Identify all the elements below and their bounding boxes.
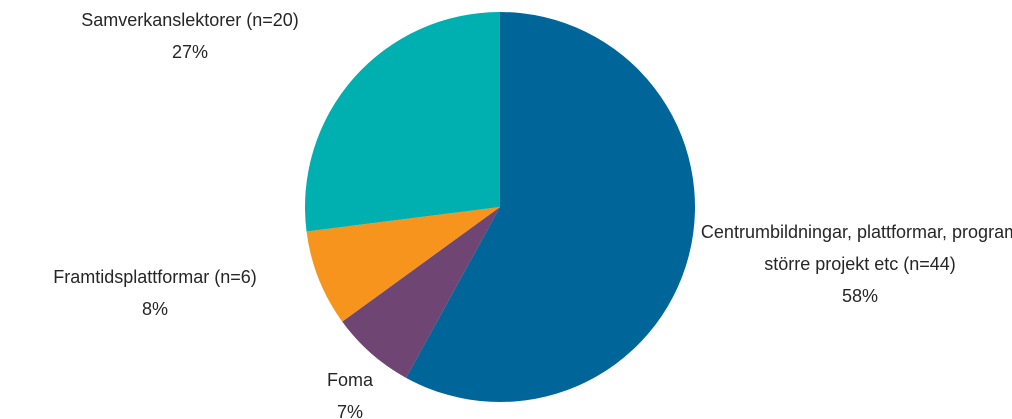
slice-label: Foma 7% [300, 364, 400, 419]
slice-label: Framtidsplattformar (n=6) 8% [0, 261, 310, 325]
slice-label: Samverkanslektorer (n=20) 27% [60, 4, 320, 68]
value-label: 58% [841, 286, 879, 306]
value-label: 8% [141, 299, 168, 319]
pie-slice [342, 207, 500, 378]
value-label: 27% [171, 42, 209, 62]
pie-slice [304, 12, 500, 232]
pie-slice [406, 12, 696, 402]
category-name: Samverkanslektorer (n=20) [81, 10, 299, 30]
category-name: Foma [326, 370, 373, 390]
category-name: Framtidsplattformar (n=6) [53, 267, 257, 287]
value-label: 7% [336, 402, 363, 419]
slice-label: Centrumbildningar, plattformar, program … [700, 216, 1012, 312]
pie-slice [306, 207, 500, 322]
category-name: Centrumbildningar, plattformar, program … [700, 222, 1012, 274]
